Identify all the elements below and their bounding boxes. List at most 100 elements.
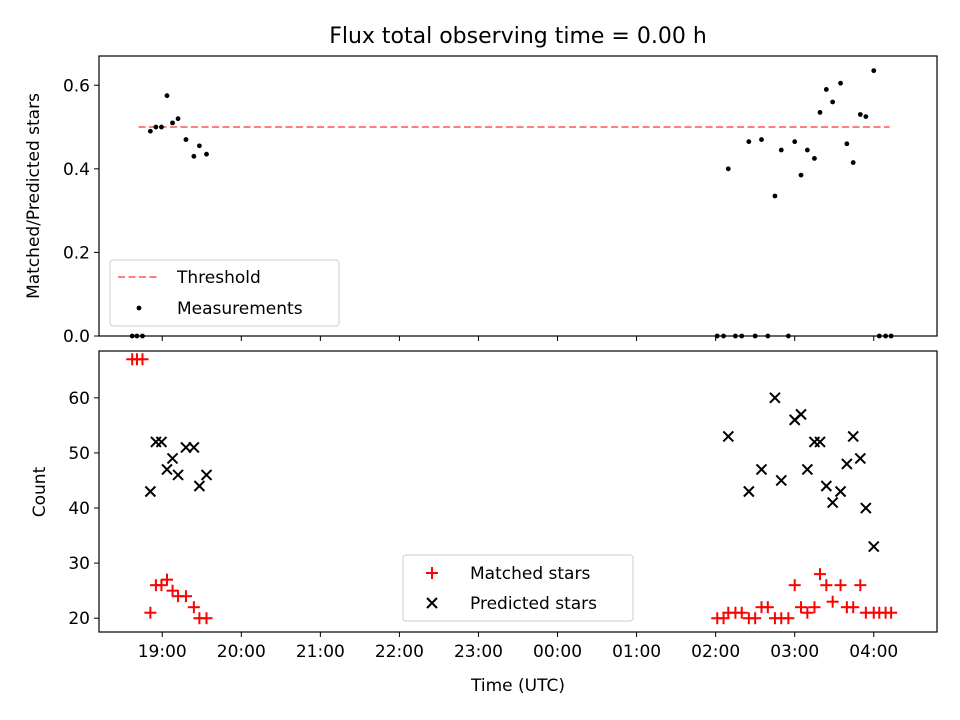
bottom-legend-box [402,554,634,622]
bottom-x-tick-label: 22:00 [375,642,424,662]
legend-predicted-label: Predicted stars [470,594,597,614]
bottom-x-tick-label: 20:00 [217,642,266,662]
measurement-point [863,114,869,119]
measurement-point [844,141,850,147]
predicted-stars-point [841,458,853,470]
measurement-point [857,112,863,117]
matched-stars-point [749,612,762,625]
measurement-point [183,137,189,142]
measurement-point [850,160,856,165]
predicted-stars-point [166,452,179,465]
matched-stars-point [179,590,192,603]
predicted-stars-point [826,496,839,509]
matched-stars-point [160,573,173,586]
predicted-stars-point [795,408,807,421]
measurement-point [746,139,752,145]
measurement-point [170,120,175,126]
predicted-stars-point [834,485,847,498]
top-y-tick-label: 0.2 [63,243,90,263]
predicted-stars-point [172,469,184,481]
bottom-x-axis-label: Time (UTC) [470,676,565,696]
top-legend-box [109,259,340,327]
matched-stars-point [847,601,860,614]
top-chart-title: Flux total observing time = 0.00 h [329,24,707,49]
matched-stars-point [885,606,898,619]
matched-stars-point [834,579,847,592]
top-y-tick-label: 0.4 [63,160,90,180]
bottom-x-tick-label: 00:00 [533,642,582,662]
matched-stars-point [166,584,179,597]
matched-stars-point [826,595,839,608]
predicted-stars-point [769,392,781,404]
measurement-point [871,68,877,74]
measurement-point [778,147,784,153]
predicted-stars-point [144,485,157,498]
measurement-point [812,155,817,161]
top-y-tick-label: 0.6 [63,76,90,96]
predicted-stars-point [200,469,213,481]
bottom-plot-marks [126,353,898,625]
predicted-stars-point [801,463,814,476]
matched-stars-point [813,568,826,581]
matched-stars-point [136,353,149,366]
predicted-stars-point [868,540,880,553]
bottom-y-axis: 20 30 40 50 60 [68,389,99,629]
measurement-point [823,87,829,92]
predicted-stars-point [161,463,173,476]
measurement-point [147,128,153,134]
top-y-axis: 0.0 0.2 0.4 0.6 [63,76,99,347]
top-legend: Threshold Measurements [109,259,340,327]
matched-stars-point [155,579,168,592]
measurement-point [153,124,159,130]
predicted-stars-point [775,474,787,487]
bottom-x-tick-label: 02:00 [691,642,740,662]
matched-stars-point [187,601,200,614]
measurement-point [164,93,170,99]
predicted-stars-point [722,430,734,443]
measurement-point [830,99,836,105]
legend-matched-swatch [426,567,438,579]
predicted-stars-point [188,441,200,454]
matched-stars-point [735,606,748,619]
bottom-x-tick-label: 19:00 [138,642,187,662]
predicted-stars-point [193,480,206,492]
bottom-x-tick-label: 03:00 [770,642,819,662]
measurement-point [804,147,810,153]
matched-stars-point [144,606,157,619]
predicted-stars-point [755,463,768,476]
predicted-stars-point [847,430,859,443]
matched-stars-point [788,579,801,592]
top-x-axis [161,336,875,341]
measurement-point [817,110,823,115]
measurement-point [838,80,843,86]
bottom-plot-frame [98,350,938,633]
top-y-axis-label: Matched/Predicted stars [24,93,44,299]
predicted-stars-point [814,436,826,448]
bottom-y-tick-label: 20 [68,609,90,629]
measurement-point [792,139,798,145]
measurement-point [759,137,764,142]
matched-stars-point [854,579,867,592]
predicted-stars-point [860,502,872,514]
top-plot-frame [98,55,938,337]
legend-threshold-label: Threshold [176,268,261,288]
bottom-legend: Matched stars Predicted stars [402,554,634,622]
bottom-y-tick-label: 30 [68,554,90,574]
bottom-x-tick-label: 21:00 [296,642,345,662]
bottom-x-tick-label: 23:00 [454,642,503,662]
matched-stars-point [782,612,795,625]
measurement-point [772,193,778,199]
predicted-stars-point [743,485,755,498]
legend-predicted-swatch [426,597,438,609]
measurement-point [798,172,804,178]
matched-stars-point [820,579,833,592]
measurement-point [175,116,181,122]
predicted-stars-point [155,436,168,448]
legend-measurements-label: Measurements [177,299,303,319]
predicted-stars-point [820,480,833,492]
bottom-y-tick-label: 40 [68,499,90,519]
bottom-x-tick-label: 01:00 [612,642,661,662]
predicted-stars-point [854,452,867,465]
measurement-point [197,143,202,149]
